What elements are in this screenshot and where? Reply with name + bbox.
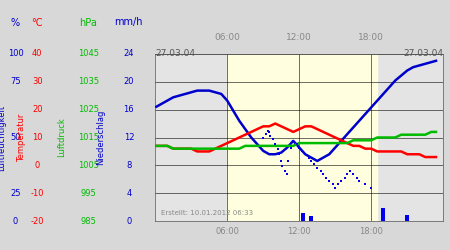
Text: 20: 20 xyxy=(32,105,42,114)
Text: Luftdruck: Luftdruck xyxy=(58,118,67,158)
Text: 30: 30 xyxy=(32,77,43,86)
Point xyxy=(275,152,283,156)
Text: 0: 0 xyxy=(13,217,18,226)
Point xyxy=(353,176,360,180)
Point xyxy=(267,134,274,138)
Bar xyxy=(227,54,377,221)
Text: Erstellt: 10.01.2012 06:33: Erstellt: 10.01.2012 06:33 xyxy=(161,210,253,216)
Point xyxy=(362,182,369,186)
Text: 25: 25 xyxy=(10,189,21,198)
Point xyxy=(290,139,297,143)
Point xyxy=(287,146,294,150)
Point xyxy=(265,129,272,133)
Text: 0: 0 xyxy=(126,217,131,226)
Text: Niederschlag: Niederschlag xyxy=(96,110,105,165)
Point xyxy=(344,172,351,176)
Point xyxy=(350,172,357,176)
Text: 50: 50 xyxy=(10,133,21,142)
Text: 985: 985 xyxy=(81,217,96,226)
Text: 100: 100 xyxy=(8,49,23,58)
Text: 06:00: 06:00 xyxy=(214,34,240,42)
Text: 40: 40 xyxy=(32,49,42,58)
Text: 16: 16 xyxy=(124,105,134,114)
Text: °C: °C xyxy=(32,18,43,28)
Point xyxy=(317,169,324,173)
Point xyxy=(274,147,281,151)
Text: mm/h: mm/h xyxy=(115,18,143,28)
Text: 27.03.04: 27.03.04 xyxy=(403,49,443,58)
Text: 1045: 1045 xyxy=(78,49,99,58)
Text: 8: 8 xyxy=(126,161,131,170)
Point xyxy=(278,159,285,163)
Text: 995: 995 xyxy=(81,189,96,198)
Point xyxy=(310,162,317,166)
Point xyxy=(326,179,333,183)
Text: -10: -10 xyxy=(31,189,44,198)
Point xyxy=(338,179,345,183)
Text: 1025: 1025 xyxy=(78,105,99,114)
Text: hPa: hPa xyxy=(80,18,98,28)
Bar xyxy=(301,213,305,221)
Point xyxy=(285,159,292,163)
Point xyxy=(346,169,353,173)
Point xyxy=(314,166,321,170)
Text: Luftfeuchtigkeit: Luftfeuchtigkeit xyxy=(0,104,6,170)
Point xyxy=(293,142,301,146)
Text: 10: 10 xyxy=(32,133,42,142)
Text: 27.03.04: 27.03.04 xyxy=(155,49,195,58)
Point xyxy=(356,179,363,183)
Point xyxy=(279,164,286,168)
Text: 24: 24 xyxy=(124,49,134,58)
Text: 12:00: 12:00 xyxy=(286,34,312,42)
Point xyxy=(272,142,279,146)
Text: 1005: 1005 xyxy=(78,161,99,170)
Text: 18:00: 18:00 xyxy=(358,34,384,42)
Point xyxy=(262,132,269,136)
Point xyxy=(334,182,341,186)
Point xyxy=(296,146,303,150)
Point xyxy=(322,176,329,180)
Point xyxy=(332,186,339,190)
Point xyxy=(305,156,312,160)
Point xyxy=(329,182,337,186)
Text: 75: 75 xyxy=(10,77,21,86)
Point xyxy=(298,149,305,153)
Text: 20: 20 xyxy=(124,77,134,86)
Text: 0: 0 xyxy=(35,161,40,170)
Point xyxy=(281,169,288,173)
Bar xyxy=(405,214,410,221)
Text: %: % xyxy=(11,18,20,28)
Point xyxy=(284,172,291,176)
Bar xyxy=(309,216,313,221)
Point xyxy=(368,186,375,190)
Text: 4: 4 xyxy=(126,189,131,198)
Text: 1035: 1035 xyxy=(78,77,99,86)
Text: 1015: 1015 xyxy=(78,133,99,142)
Text: Temperatur: Temperatur xyxy=(17,113,26,162)
Point xyxy=(266,130,273,134)
Text: -20: -20 xyxy=(31,217,44,226)
Point xyxy=(260,136,267,140)
Point xyxy=(341,176,348,180)
Point xyxy=(308,159,315,163)
Point xyxy=(302,152,309,156)
Point xyxy=(269,137,276,141)
Bar xyxy=(381,208,385,221)
Text: 12: 12 xyxy=(124,133,134,142)
Point xyxy=(320,172,327,176)
